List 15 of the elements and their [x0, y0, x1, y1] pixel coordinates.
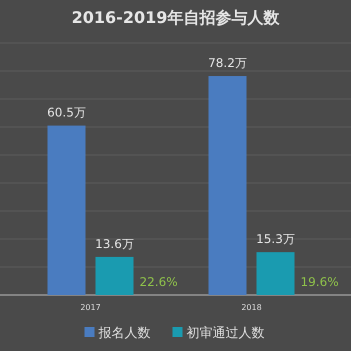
chart-title: 2016-2019年自招参与人数: [72, 8, 280, 27]
annotation: 19.6%: [300, 275, 339, 289]
x-tick-label: 2018: [241, 303, 262, 312]
legend-label: 报名人数: [98, 326, 150, 341]
data-label: 60.5万: [47, 106, 86, 120]
bar: [48, 126, 86, 295]
bar: [208, 76, 246, 295]
bar: [256, 252, 294, 295]
x-tick-label: 2017: [80, 303, 101, 312]
annotation: 22.6%: [140, 275, 178, 289]
data-label: 78.2万: [208, 56, 247, 70]
legend-label: 初审通过人数: [186, 325, 264, 341]
data-label: 13.6万: [95, 236, 134, 251]
bar: [96, 256, 134, 295]
data-label: 15.3万: [256, 232, 295, 246]
